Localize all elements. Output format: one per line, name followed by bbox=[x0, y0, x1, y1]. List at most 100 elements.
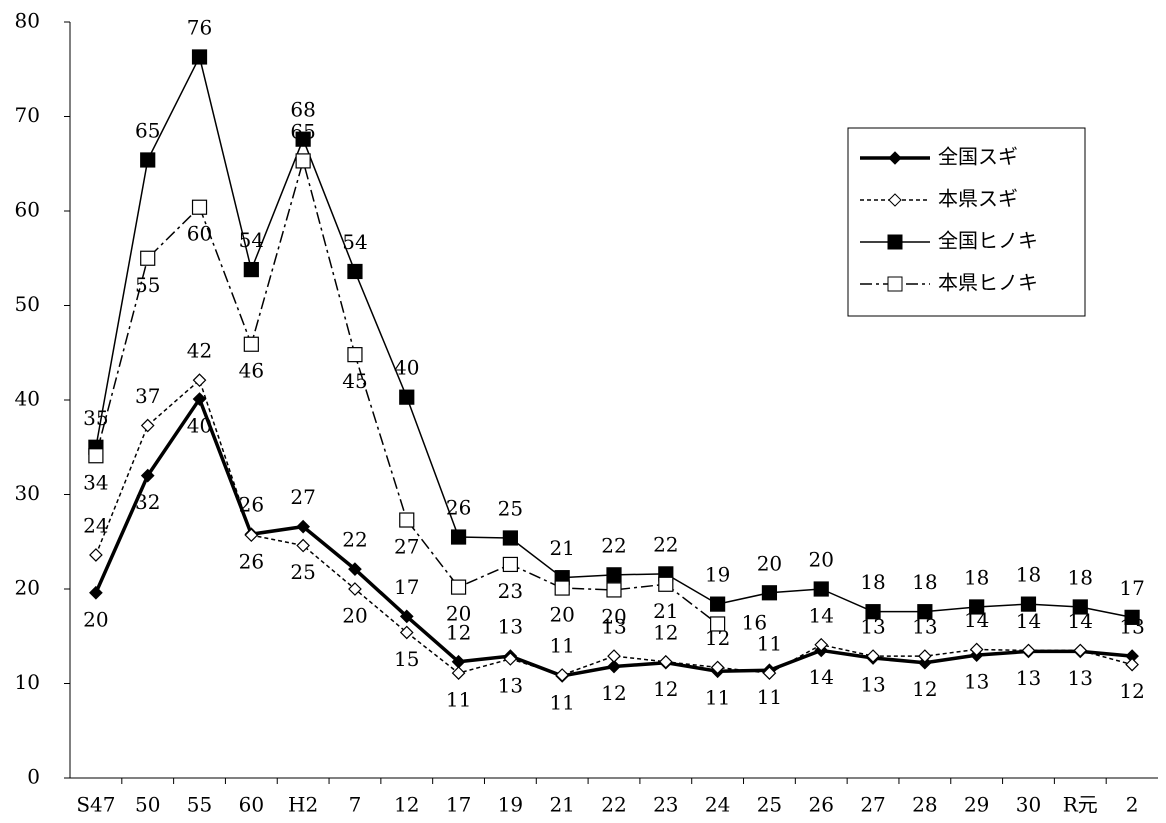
data-label: 11 bbox=[705, 686, 730, 710]
data-label: 13 bbox=[964, 670, 989, 694]
data-label: 18 bbox=[1068, 565, 1093, 589]
data-label: 22 bbox=[342, 528, 367, 552]
data-label: 65 bbox=[135, 118, 160, 142]
data-point bbox=[348, 562, 362, 577]
data-point bbox=[865, 604, 881, 620]
legend-label: 全国ヒノキ bbox=[938, 229, 1038, 253]
data-label: 12 bbox=[601, 681, 626, 705]
data-label: 14 bbox=[1016, 609, 1041, 633]
x-tick-label: 27 bbox=[860, 793, 885, 817]
y-tick-label: 30 bbox=[15, 481, 40, 505]
data-point bbox=[348, 582, 362, 596]
x-tick-label: 17 bbox=[446, 793, 471, 817]
data-label: 13 bbox=[1068, 666, 1093, 690]
data-label: 27 bbox=[290, 485, 315, 509]
data-label: 13 bbox=[601, 615, 626, 639]
data-point bbox=[88, 448, 104, 464]
data-point bbox=[243, 261, 259, 278]
data-point bbox=[192, 373, 207, 388]
data-point bbox=[140, 152, 156, 168]
data-point bbox=[502, 556, 518, 573]
data-point bbox=[658, 654, 673, 669]
data-point bbox=[1020, 596, 1037, 612]
data-label: 60 bbox=[187, 222, 212, 246]
series-line bbox=[95, 379, 1133, 676]
data-label: 54 bbox=[342, 230, 367, 254]
data-label: 13 bbox=[1016, 666, 1041, 690]
data-point bbox=[502, 530, 518, 546]
data-point bbox=[89, 548, 103, 562]
x-tick-label: 30 bbox=[1016, 793, 1041, 817]
data-label: 18 bbox=[860, 570, 885, 594]
data-point bbox=[140, 250, 156, 266]
data-point bbox=[399, 389, 415, 405]
data-point bbox=[503, 652, 518, 666]
data-label: 13 bbox=[498, 615, 523, 639]
data-point bbox=[1124, 609, 1140, 625]
data-point bbox=[969, 599, 985, 615]
data-point bbox=[1021, 643, 1036, 658]
data-label: 34 bbox=[83, 470, 108, 494]
data-label: 23 bbox=[498, 579, 523, 603]
x-tick-label: 28 bbox=[912, 793, 937, 817]
y-tick-label: 10 bbox=[15, 670, 40, 694]
data-point bbox=[243, 336, 259, 352]
x-tick-label: 25 bbox=[757, 793, 782, 817]
data-label: 12 bbox=[1119, 679, 1144, 703]
data-point bbox=[969, 642, 984, 657]
x-tick-label: 19 bbox=[498, 793, 523, 817]
data-label: 20 bbox=[757, 551, 782, 575]
data-point bbox=[399, 512, 415, 528]
data-label: 12 bbox=[653, 620, 678, 644]
data-point bbox=[450, 529, 467, 545]
data-label: 13 bbox=[860, 672, 885, 696]
data-point bbox=[295, 131, 311, 147]
data-point bbox=[918, 649, 932, 663]
data-label: 24 bbox=[83, 513, 108, 537]
x-tick-label: 22 bbox=[601, 793, 626, 817]
data-label: 18 bbox=[1016, 563, 1041, 587]
x-tick-label: R元 bbox=[1063, 793, 1098, 817]
data-label: 17 bbox=[394, 575, 419, 599]
data-label: 26 bbox=[446, 496, 471, 520]
data-label: 40 bbox=[187, 414, 212, 438]
data-label: 26 bbox=[239, 550, 264, 574]
data-label: 45 bbox=[342, 369, 367, 393]
data-label: 18 bbox=[964, 565, 989, 589]
y-tick-label: 0 bbox=[27, 765, 40, 789]
legend-marker bbox=[888, 151, 902, 165]
data-label: 22 bbox=[601, 533, 626, 557]
data-label: 46 bbox=[239, 359, 264, 383]
data-label: 15 bbox=[394, 647, 419, 671]
data-point bbox=[89, 585, 103, 600]
data-label: 21 bbox=[653, 599, 678, 623]
data-point bbox=[296, 538, 310, 553]
data-point bbox=[1125, 657, 1139, 672]
y-tick-label: 20 bbox=[15, 576, 40, 600]
data-point bbox=[607, 649, 621, 663]
data-label: 12 bbox=[912, 677, 937, 701]
y-tick-label: 70 bbox=[15, 103, 40, 127]
data-label: 35 bbox=[83, 406, 108, 430]
data-label: 12 bbox=[446, 620, 471, 644]
legend-label: 全国スギ bbox=[938, 145, 1018, 169]
data-label: 20 bbox=[549, 603, 574, 627]
data-point bbox=[606, 582, 622, 598]
data-point bbox=[192, 392, 207, 406]
y-tick-label: 40 bbox=[15, 387, 40, 411]
data-label: 27 bbox=[394, 535, 419, 559]
data-point bbox=[191, 49, 208, 65]
data-point bbox=[347, 263, 363, 280]
x-tick-label: 29 bbox=[964, 793, 989, 817]
data-label: 18 bbox=[912, 570, 937, 594]
data-point bbox=[555, 668, 570, 682]
data-point bbox=[451, 666, 466, 680]
data-label: 12 bbox=[653, 677, 678, 701]
x-tick-label: 12 bbox=[394, 793, 419, 817]
data-point bbox=[1073, 643, 1088, 658]
data-label: 65 bbox=[290, 119, 315, 143]
data-label: 55 bbox=[135, 273, 160, 297]
x-tick-label: 60 bbox=[239, 793, 264, 817]
data-point bbox=[399, 625, 414, 640]
y-tick-label: 50 bbox=[15, 292, 40, 316]
